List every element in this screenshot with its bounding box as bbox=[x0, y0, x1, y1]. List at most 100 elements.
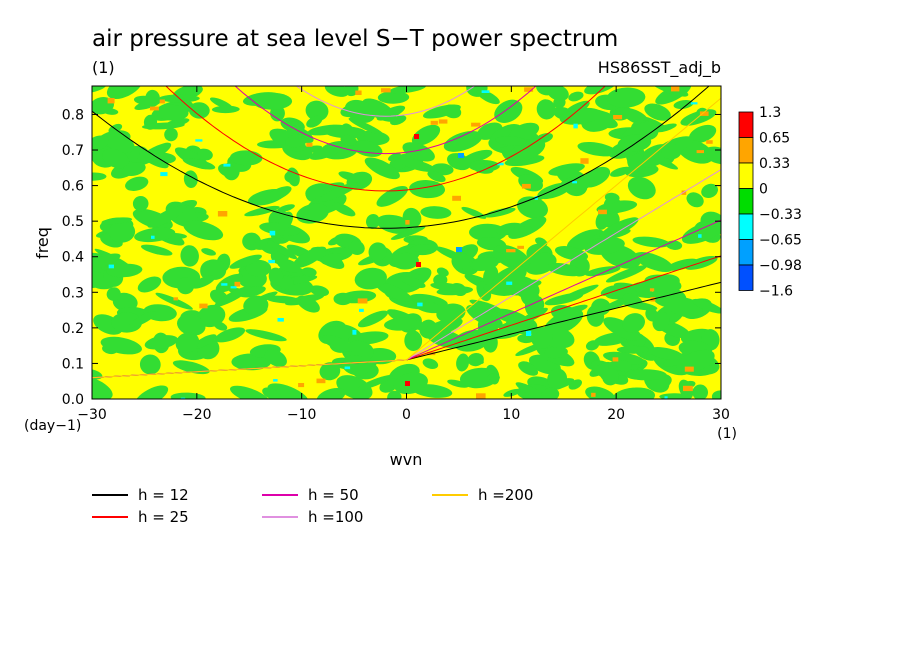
field-patch-negative bbox=[106, 263, 143, 278]
field-patch-negative bbox=[624, 369, 667, 381]
x-axis-units: (1) bbox=[717, 426, 737, 442]
field-patch-negative bbox=[518, 226, 533, 233]
field-patch-negative bbox=[129, 311, 157, 328]
field-patch-low bbox=[497, 162, 504, 166]
field-patch-negative bbox=[231, 353, 272, 371]
field-patch-negative bbox=[243, 295, 269, 316]
field-patch-negative bbox=[92, 253, 121, 269]
field-patch-negative bbox=[309, 285, 330, 297]
field-patch-negative bbox=[595, 210, 610, 230]
x-tick-label: 10 bbox=[502, 407, 520, 423]
field-patch-negative bbox=[411, 124, 441, 146]
field-patch-negative bbox=[108, 221, 136, 243]
field-patch-negative bbox=[296, 295, 320, 313]
field-patch-negative bbox=[427, 171, 446, 183]
field-patch-negative bbox=[341, 355, 370, 376]
field-patch-negative bbox=[262, 387, 280, 399]
field-patch-negative bbox=[692, 384, 709, 399]
field-patch-low bbox=[698, 234, 702, 238]
field-patch-negative bbox=[547, 368, 568, 390]
field-patch-negative bbox=[252, 92, 293, 110]
field-patch-positive bbox=[107, 98, 115, 104]
field-patch-negative bbox=[661, 143, 682, 160]
field-patch-positive bbox=[684, 366, 694, 372]
field-patch-negative bbox=[102, 148, 130, 169]
field-patch-negative bbox=[106, 287, 121, 301]
field-patch-positive bbox=[476, 393, 486, 399]
legend-label: h =200 bbox=[478, 486, 533, 504]
field-patch-negative bbox=[436, 267, 449, 277]
x-tick-label: −30 bbox=[77, 407, 107, 423]
field-patch-high bbox=[405, 381, 410, 386]
field-patch-negative bbox=[559, 284, 599, 302]
field-patch-low bbox=[268, 259, 275, 264]
colorbar-label: 0 bbox=[759, 182, 768, 198]
field-patch-negative bbox=[376, 185, 408, 207]
field-patch-negative bbox=[140, 244, 173, 256]
field-patch-positive bbox=[298, 383, 305, 388]
field-patch-negative bbox=[390, 115, 407, 126]
field-patch-negative bbox=[155, 292, 193, 310]
field-patch-negative bbox=[390, 226, 426, 240]
field-patch-negative bbox=[689, 124, 717, 144]
dataset-label: HS86SST_adj_b bbox=[598, 58, 721, 78]
field-patch-positive bbox=[591, 392, 596, 397]
field-patch-negative bbox=[183, 220, 224, 241]
field-patch-high bbox=[414, 134, 419, 139]
field-patch-positive bbox=[452, 195, 461, 201]
field-patch-negative bbox=[634, 252, 674, 272]
field-patch-negative bbox=[377, 91, 410, 104]
legend-label: h =100 bbox=[308, 508, 363, 526]
field-patch-negative bbox=[644, 274, 682, 293]
field-patch-negative bbox=[213, 321, 228, 331]
field-patch-negative bbox=[134, 385, 169, 399]
field-patch-negative bbox=[267, 383, 309, 399]
field-patch-negative bbox=[180, 245, 199, 267]
y-tick-label: 0.7 bbox=[62, 143, 84, 159]
field-patch-negative bbox=[632, 236, 671, 248]
field-patch-positive bbox=[357, 298, 368, 304]
y-tick-label: 0.6 bbox=[62, 179, 84, 195]
field-patch-negative bbox=[599, 217, 639, 240]
field-patch-negative bbox=[368, 242, 387, 262]
field-patch-negative bbox=[415, 301, 444, 314]
field-patch-negative bbox=[366, 213, 380, 229]
field-patch-negative bbox=[357, 310, 389, 328]
field-patch-negative bbox=[277, 204, 295, 213]
field-patch-negative bbox=[245, 329, 287, 342]
field-patch-negative bbox=[561, 304, 588, 316]
field-patch-negative bbox=[559, 107, 602, 125]
y-tick-label: 0.1 bbox=[62, 356, 84, 372]
field-patch-negative bbox=[410, 244, 432, 252]
field-patch-positive bbox=[699, 111, 709, 116]
field-patch-negative bbox=[364, 157, 400, 180]
field-patch-negative bbox=[265, 186, 292, 202]
field-patch-negative bbox=[215, 273, 243, 293]
field-patch-negative bbox=[520, 286, 539, 307]
field-patch-negative bbox=[176, 277, 195, 295]
field-patch-low bbox=[573, 123, 578, 129]
field-patch-low bbox=[506, 281, 513, 285]
field-patch-negative bbox=[644, 103, 671, 121]
colorbar-label: −0.33 bbox=[759, 207, 802, 223]
field-patch-low bbox=[223, 163, 231, 167]
legend-label: h = 12 bbox=[138, 486, 189, 504]
field-patch-negative bbox=[518, 361, 539, 376]
field-patch-negative bbox=[605, 201, 623, 214]
field-patch-negative bbox=[309, 144, 344, 160]
field-patch-positive bbox=[524, 87, 534, 92]
y-axis-label: freq bbox=[33, 227, 52, 259]
field-patch-low bbox=[230, 286, 237, 289]
field-patch-negative bbox=[711, 390, 721, 399]
field-patch-positive bbox=[173, 297, 178, 301]
field-patch-negative bbox=[191, 275, 215, 289]
field-patch-negative bbox=[495, 136, 527, 146]
field-patch-negative bbox=[276, 258, 301, 273]
field-patch-negative bbox=[436, 303, 466, 323]
dispersion-curves bbox=[92, 86, 721, 379]
field-patch-negative bbox=[603, 317, 642, 341]
field-patch-negative bbox=[649, 86, 689, 97]
field-patch-negative bbox=[340, 134, 357, 146]
field-patch-negative bbox=[316, 387, 346, 399]
field-patch-negative bbox=[100, 336, 142, 355]
